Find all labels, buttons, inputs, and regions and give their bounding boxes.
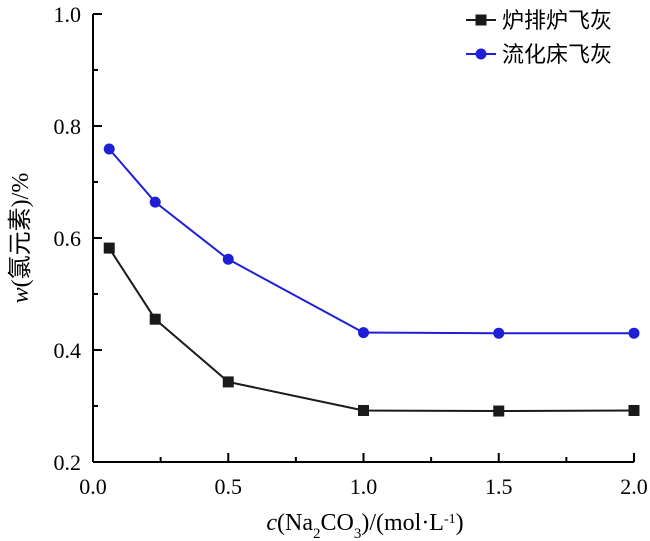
legend-label: 流化床飞灰 (502, 43, 612, 68)
x-axis-label: c(Na2CO3)/(mol·L-1) (266, 510, 463, 541)
legend-item: 流化床飞灰 (466, 43, 612, 68)
x-axis-label-sub1: 2 (313, 526, 321, 541)
x-axis-label-sub2: 3 (354, 526, 362, 541)
x-axis-label-close: )/(mol·L (361, 510, 444, 536)
y-tick-label: 0.6 (54, 226, 82, 251)
x-tick-label: 0.0 (79, 474, 107, 499)
y-tick-label: 0.2 (54, 450, 82, 475)
series-layer (103, 143, 640, 417)
y-axis-label-rest: (氯元素)/% (7, 173, 34, 288)
x-tick-label: 2.0 (620, 474, 648, 499)
y-tick-label: 0.4 (54, 338, 82, 363)
x-axis-label-var: c (266, 510, 277, 536)
data-point (493, 405, 505, 417)
x-axis-label-end: ) (456, 510, 464, 536)
legend-marker (475, 48, 487, 60)
data-point (358, 327, 369, 339)
x-tick-label: 1.0 (350, 474, 378, 499)
x-axis-label-open: (Na (277, 510, 313, 536)
data-point (358, 404, 369, 416)
data-point (628, 404, 640, 416)
y-axis-label-var: w (8, 287, 34, 303)
data-point (222, 253, 234, 265)
x-tick-label: 1.5 (485, 474, 513, 499)
data-point (149, 196, 161, 208)
data-point (103, 242, 115, 254)
data-point (149, 313, 161, 325)
y-tick-label: 1.0 (54, 2, 82, 27)
legend-label: 炉排炉飞灰 (502, 9, 612, 34)
series-1 (103, 242, 640, 417)
data-point (103, 143, 115, 155)
series-2 (103, 143, 640, 339)
x-tick-label: 0.5 (215, 474, 243, 499)
data-point (628, 327, 640, 339)
legend-item: 炉排炉飞灰 (466, 9, 612, 34)
y-tick-label: 0.8 (54, 114, 82, 139)
legend-marker (475, 14, 487, 26)
x-axis-label-sup: -1 (444, 512, 456, 527)
series-line (108, 247, 635, 413)
data-point (222, 376, 234, 388)
data-point (493, 327, 505, 339)
series-line (108, 148, 634, 335)
x-axis-label-mid: CO (320, 510, 353, 536)
y-axis-label: w(氯元素)/% (7, 173, 34, 304)
axes: 0.2 0.4 0.6 0.8 1.0 0.0 0.5 1.0 1.5 2.0 (54, 2, 648, 499)
